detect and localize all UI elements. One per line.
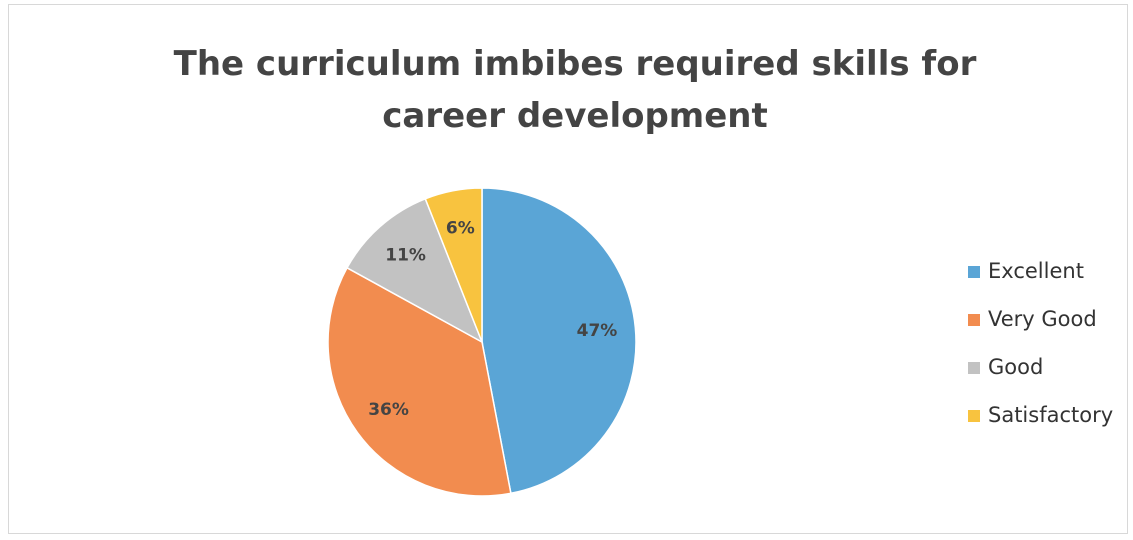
data-label: 47%: [577, 321, 618, 341]
legend-label: Good: [988, 355, 1043, 379]
legend-swatch: [968, 362, 980, 374]
chart-frame: [8, 4, 1128, 534]
pie-slice: [424, 187, 483, 343]
pie-slice: [481, 187, 637, 495]
legend-label: Very Good: [988, 307, 1097, 331]
data-label: 6%: [446, 219, 475, 239]
legend-label: Excellent: [988, 259, 1084, 283]
pie-slice: [327, 266, 512, 497]
legend-swatch: [968, 266, 980, 278]
legend-label: Satisfactory: [988, 403, 1113, 427]
legend-swatch: [968, 314, 980, 326]
legend-swatch: [968, 410, 980, 422]
data-label: 36%: [368, 400, 409, 420]
pie-slice: [346, 197, 484, 344]
data-label: 11%: [385, 245, 426, 265]
chart-title: The curriculum imbibes required skills f…: [173, 44, 977, 136]
